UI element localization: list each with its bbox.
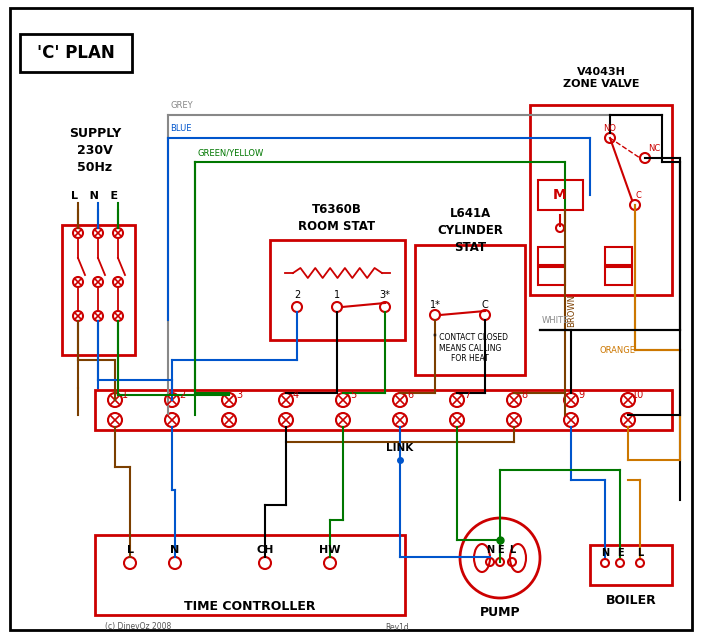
Text: (c) DinevOz 2008: (c) DinevOz 2008: [105, 622, 171, 631]
Bar: [590, 545, 672, 585]
Text: L: L: [637, 548, 643, 558]
Bar: [95, 535, 405, 615]
Text: 2: 2: [179, 390, 185, 400]
Text: PUMP: PUMP: [479, 606, 520, 619]
Text: E: E: [616, 548, 623, 558]
Text: L641A
CYLINDER
STAT: L641A CYLINDER STAT: [437, 206, 503, 253]
Text: NC: NC: [648, 144, 661, 153]
Text: 3: 3: [236, 390, 242, 400]
Text: L: L: [509, 545, 515, 555]
Bar: [605, 247, 632, 265]
Text: 9: 9: [578, 390, 584, 400]
Text: C: C: [635, 190, 641, 199]
Text: T6360B
ROOM STAT: T6360B ROOM STAT: [298, 203, 376, 233]
Text: L: L: [126, 545, 133, 555]
Text: 2: 2: [294, 290, 300, 300]
Text: BROWN: BROWN: [567, 294, 576, 326]
Text: C: C: [482, 300, 489, 310]
Text: 6: 6: [407, 390, 413, 400]
Text: SUPPLY
230V
50Hz: SUPPLY 230V 50Hz: [69, 126, 121, 174]
Text: 1: 1: [122, 390, 128, 400]
Bar: [20, 34, 132, 72]
Text: NO: NO: [604, 124, 616, 133]
Text: BLUE: BLUE: [170, 124, 192, 133]
Bar: [538, 267, 565, 285]
Text: * CONTACT CLOSED
MEANS CALLING
FOR HEAT: * CONTACT CLOSED MEANS CALLING FOR HEAT: [432, 333, 508, 363]
Text: 1*: 1*: [430, 300, 440, 310]
Text: Rev1d: Rev1d: [385, 622, 409, 631]
Bar: [538, 247, 565, 265]
Text: CH: CH: [256, 545, 274, 555]
Text: 'C' PLAN: 'C' PLAN: [37, 44, 115, 62]
Text: N: N: [171, 545, 180, 555]
Text: N: N: [486, 545, 494, 555]
Text: L   N   E: L N E: [72, 191, 119, 201]
Text: N: N: [601, 548, 609, 558]
Text: 5: 5: [350, 390, 356, 400]
Text: BOILER: BOILER: [606, 594, 656, 606]
Text: ORANGE: ORANGE: [600, 346, 636, 355]
Text: 4: 4: [293, 390, 299, 400]
Text: E: E: [497, 545, 503, 555]
Bar: [62, 225, 135, 355]
Text: GREY: GREY: [170, 101, 192, 110]
Text: 7: 7: [464, 390, 470, 400]
Bar: [538, 180, 583, 210]
Text: WHITE: WHITE: [542, 316, 569, 325]
Text: GREEN/YELLOW: GREEN/YELLOW: [197, 148, 263, 157]
Text: M: M: [553, 188, 567, 202]
Text: 8: 8: [521, 390, 527, 400]
Text: TIME CONTROLLER: TIME CONTROLLER: [184, 601, 316, 613]
Bar: [415, 245, 525, 375]
Bar: [270, 240, 405, 340]
Text: LINK: LINK: [386, 443, 413, 453]
Bar: [530, 105, 672, 295]
Text: HW: HW: [319, 545, 340, 555]
Bar: [605, 267, 632, 285]
Bar: [95, 390, 672, 430]
Text: 1: 1: [334, 290, 340, 300]
Text: 10: 10: [632, 390, 644, 400]
Text: V4043H
ZONE VALVE: V4043H ZONE VALVE: [563, 67, 640, 89]
Text: 3*: 3*: [380, 290, 390, 300]
